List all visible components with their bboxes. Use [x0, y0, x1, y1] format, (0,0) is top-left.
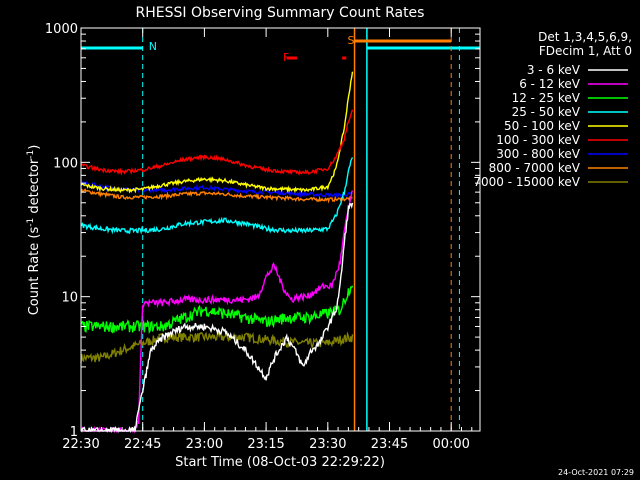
- series-line-7: [80, 188, 353, 204]
- y-axis-label-sup1: -1: [26, 218, 36, 227]
- legend-label: 50 - 100 keV: [504, 119, 581, 133]
- y-axis-label-sup2: -1: [26, 150, 36, 159]
- legend-label: 7000 - 15000 keV: [473, 175, 580, 189]
- legend-label: 25 - 50 keV: [512, 105, 581, 119]
- series-line-2: [80, 285, 354, 335]
- y-axis-label-main: Count Rate (s: [27, 227, 42, 316]
- series-line-8: [80, 331, 354, 363]
- x-tick-label: 23:00: [186, 437, 223, 452]
- legend-label: 6 - 12 keV: [519, 77, 581, 91]
- y-axis-label-mid: detector: [27, 158, 42, 218]
- x-tick-label: 22:45: [124, 437, 161, 452]
- x-tick-label: 22:30: [62, 437, 99, 452]
- axes: 22:30 22:45 23:00 23:15 23:30 23:45 00:00 1 10 10…: [45, 22, 480, 452]
- x-tick-label: 00:00: [432, 437, 469, 452]
- annotation-f: F: [283, 51, 289, 64]
- plot-frame: [80, 27, 481, 432]
- legend: Det 1,3,4,5,6,9, FDecim 1, Att 0 3 - 6 k…: [473, 30, 632, 189]
- legend-header-line-2: FDecim 1, Att 0: [539, 44, 632, 58]
- y-tick-label: 100: [53, 156, 78, 171]
- legend-label: 300 - 800 keV: [496, 147, 580, 161]
- series-line-4: [80, 71, 354, 194]
- legend-label: 800 - 7000 keV: [489, 161, 581, 175]
- y-tick-label: 1: [70, 425, 78, 440]
- timestamp: 24-Oct-2021 07:29: [558, 468, 634, 477]
- legend-header-line-1: Det 1,3,4,5,6,9,: [538, 30, 632, 44]
- x-axis-label: Start Time (08-Oct-03 22:29:22): [175, 455, 385, 470]
- x-tick-label: 23:45: [371, 437, 408, 452]
- annotation-s: S: [348, 34, 355, 47]
- x-tick-label: 23:30: [309, 437, 346, 452]
- legend-label: 100 - 300 keV: [496, 133, 580, 147]
- plot-area: N F S: [80, 28, 480, 434]
- series-line-3: [80, 157, 354, 235]
- y-axis-label: Count Rate (s-1 detector-1): [26, 145, 42, 316]
- series-line-6: [80, 179, 353, 199]
- chart-title: RHESSI Observing Summary Count Rates: [136, 5, 425, 21]
- legend-label: 12 - 25 keV: [512, 91, 581, 105]
- y-tick-label: 10: [61, 291, 78, 306]
- annotation-n: N: [149, 40, 157, 53]
- legend-label: 3 - 6 keV: [527, 63, 581, 77]
- series-line-5: [80, 109, 354, 176]
- y-axis-label-end: ): [27, 145, 42, 150]
- y-tick-label: 1000: [45, 22, 78, 37]
- x-tick-label: 23:15: [247, 437, 284, 452]
